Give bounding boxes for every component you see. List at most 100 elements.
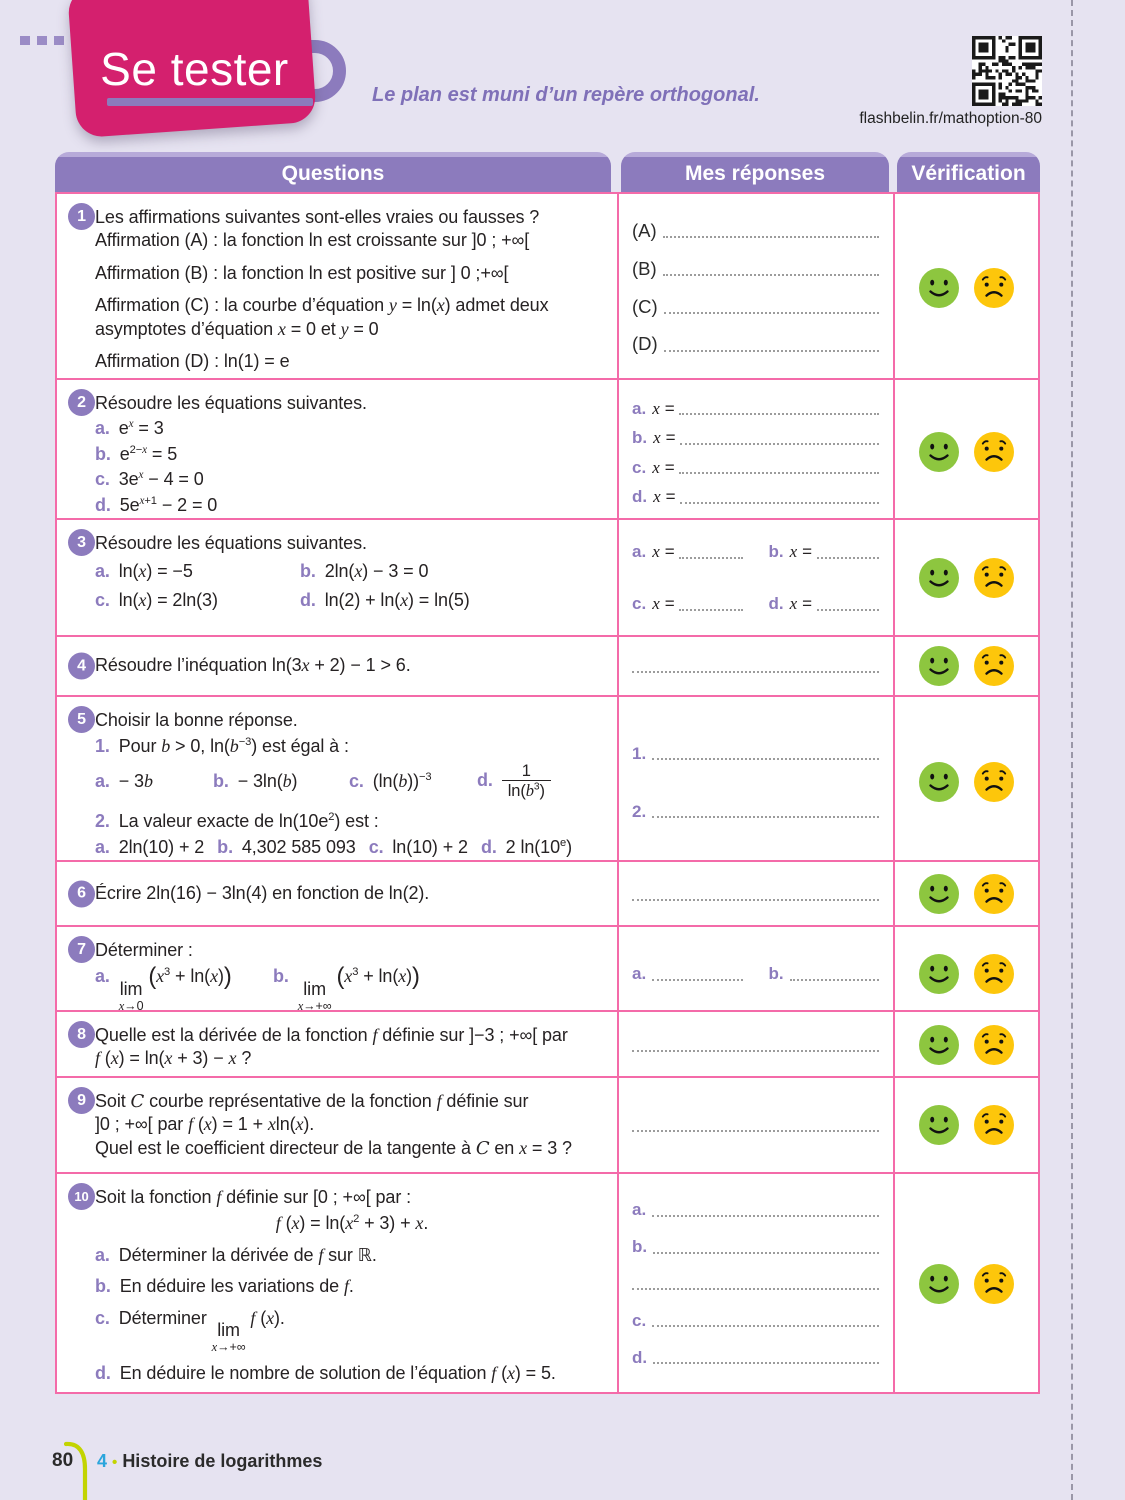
- answer-line[interactable]: [632, 1034, 879, 1056]
- sad-face-icon[interactable]: [974, 267, 1014, 308]
- answer-blank[interactable]: [816, 556, 879, 559]
- answer-line[interactable]: d.: [632, 1346, 879, 1368]
- answer-blank[interactable]: [662, 273, 879, 276]
- answer-line[interactable]: d. x =: [768, 593, 879, 615]
- answer-blank[interactable]: [632, 1130, 879, 1132]
- answer-line[interactable]: c.: [632, 1309, 879, 1331]
- answer-blank[interactable]: [652, 1325, 879, 1328]
- question-line: Soit la fonction f définie sur [0 ; +∞[ …: [95, 1187, 412, 1207]
- answer-blank[interactable]: [679, 608, 743, 611]
- answer-line[interactable]: a.: [632, 963, 743, 985]
- answer-blank[interactable]: [632, 671, 879, 673]
- sad-face-icon[interactable]: [974, 873, 1014, 914]
- answer-blank[interactable]: [663, 311, 879, 314]
- sad-face-icon[interactable]: [974, 953, 1014, 994]
- answer-line[interactable]: b. x =: [632, 427, 879, 449]
- happy-face-icon[interactable]: [919, 557, 959, 598]
- answer-line[interactable]: a.: [632, 1199, 879, 1221]
- question-line: Déterminer :: [95, 940, 193, 960]
- question-line: Résoudre les équations suivantes.: [95, 393, 367, 413]
- answer-blank[interactable]: [653, 1362, 879, 1365]
- sad-face-icon[interactable]: [974, 646, 1014, 686]
- answer-blank[interactable]: [789, 978, 879, 981]
- sad-face-icon[interactable]: [974, 1025, 1014, 1066]
- answer-blank[interactable]: [679, 556, 743, 559]
- answer-blank[interactable]: [680, 442, 879, 445]
- question-row-6: 6 Écrire 2ln(16) − 3ln(4) en fonction de …: [57, 862, 1038, 927]
- answer-line[interactable]: b.: [769, 963, 879, 985]
- question-number-badge: 1: [68, 203, 95, 230]
- answer-line[interactable]: [632, 1114, 879, 1136]
- answer-blank[interactable]: [632, 1050, 879, 1053]
- answer-blank[interactable]: [652, 816, 879, 819]
- happy-face-icon[interactable]: [919, 1105, 959, 1145]
- column-header-verification: Vérification: [897, 152, 1040, 192]
- answer-label: b.: [632, 428, 648, 448]
- happy-face-icon[interactable]: [919, 953, 959, 994]
- happy-face-icon[interactable]: [919, 762, 959, 803]
- question-cell: 4 Résoudre l’inéquation ln(3x + 2) − 1 > …: [57, 637, 617, 695]
- question-text: Résoudre les équations suivantes. a. ln(x…: [95, 532, 609, 612]
- answer-blank[interactable]: [680, 501, 879, 504]
- answer-line[interactable]: c. x =: [632, 456, 879, 478]
- question-line: a. Déterminer la dérivée de f sur ℝ.: [95, 1244, 377, 1266]
- question-line: b. En déduire les variations de f.: [95, 1276, 354, 1297]
- question-row-2: 2 Résoudre les équations suivantes. a. ex …: [57, 380, 1038, 525]
- answer-blank[interactable]: [679, 472, 879, 475]
- answer-line[interactable]: [632, 883, 879, 905]
- happy-face-icon[interactable]: [919, 267, 959, 308]
- answer-line[interactable]: 1.: [632, 742, 879, 764]
- question-text: Choisir la bonne réponse. 1. Pour b > 0, …: [95, 709, 609, 860]
- trim-dashed-line: [1071, 0, 1073, 1500]
- answer-line[interactable]: 2.: [632, 800, 879, 822]
- answer-line[interactable]: (D): [632, 333, 879, 355]
- answer-blank[interactable]: [816, 608, 879, 611]
- sad-face-icon[interactable]: [974, 432, 1014, 473]
- happy-face-icon[interactable]: [919, 432, 959, 473]
- answer-line[interactable]: a. x =: [632, 541, 743, 563]
- answer-line[interactable]: (A): [632, 220, 879, 242]
- section-title: Se tester: [99, 42, 289, 95]
- answer-label: (A): [632, 219, 657, 241]
- answer-blank[interactable]: [652, 758, 879, 761]
- question-number-badge: 2: [68, 389, 95, 416]
- answer-line[interactable]: (C): [632, 296, 879, 318]
- qr-code-icon[interactable]: [972, 36, 1042, 106]
- answer-blank[interactable]: [653, 1251, 879, 1254]
- answer-blank[interactable]: [632, 898, 879, 901]
- answer-line[interactable]: c. x =: [632, 593, 743, 615]
- question-line: a. 2ln(10) + 2 b. 4,302 585 093 c. ln(10) …: [95, 837, 573, 858]
- sad-face-icon[interactable]: [974, 1105, 1014, 1145]
- answer-line[interactable]: [632, 655, 879, 677]
- answer-blank[interactable]: [652, 978, 743, 981]
- answer-blank[interactable]: [662, 235, 879, 238]
- question-cell: 10 Soit la fonction f définie sur [0 ; +∞…: [57, 1174, 617, 1393]
- answer-line[interactable]: a. x =: [632, 397, 879, 419]
- question-number-badge: 10: [68, 1183, 95, 1210]
- sad-face-icon[interactable]: [974, 762, 1014, 803]
- happy-face-icon[interactable]: [919, 1025, 959, 1066]
- answer-blank[interactable]: [679, 413, 879, 416]
- answer-label: b.: [632, 1237, 648, 1257]
- column-header-verification-label: Vérification: [911, 161, 1026, 185]
- chapter-title: Histoire de logarithmes: [122, 1451, 323, 1471]
- answer-label: c.: [632, 594, 647, 614]
- sad-face-icon[interactable]: [974, 1263, 1014, 1304]
- verification-cell: [893, 637, 1038, 695]
- answer-line[interactable]: b. x =: [769, 541, 879, 563]
- happy-face-icon[interactable]: [919, 1263, 959, 1304]
- answer-blank[interactable]: [632, 1288, 879, 1291]
- answer-line[interactable]: b.: [632, 1236, 879, 1258]
- answer-blank[interactable]: [652, 1214, 879, 1217]
- answer-line[interactable]: (B): [632, 258, 879, 280]
- question-cell: 9 Soit C courbe représentative de la fonc…: [57, 1078, 617, 1172]
- happy-face-icon[interactable]: [919, 873, 959, 914]
- happy-face-icon[interactable]: [919, 646, 959, 686]
- answer-line[interactable]: [632, 1272, 879, 1294]
- answer-line[interactable]: d. x =: [632, 486, 879, 508]
- verification-cell: [893, 380, 1038, 525]
- sad-face-icon[interactable]: [974, 557, 1014, 598]
- answer-label: 2.: [632, 801, 647, 821]
- answer-label: d.: [768, 594, 784, 614]
- answer-blank[interactable]: [663, 349, 879, 352]
